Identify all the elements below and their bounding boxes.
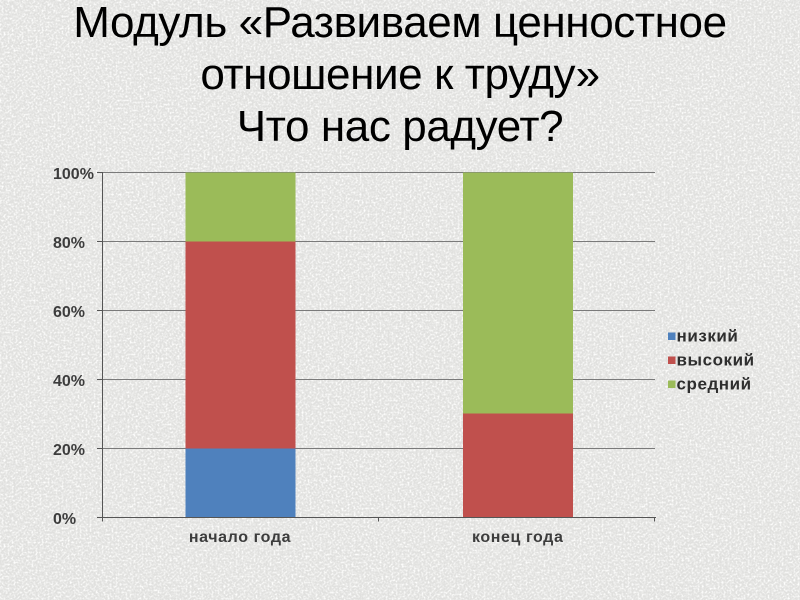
svg-text:100%: 100%	[53, 166, 94, 183]
svg-text:40%: 40%	[53, 373, 85, 390]
svg-text:0%: 0%	[53, 511, 76, 528]
svg-text:начало года: начало года	[189, 529, 291, 546]
svg-text:высокий: высокий	[677, 351, 755, 370]
svg-text:конец года: конец года	[472, 529, 563, 546]
svg-text:низкий: низкий	[677, 327, 739, 346]
svg-text:60%: 60%	[53, 304, 85, 321]
svg-text:80%: 80%	[53, 235, 85, 252]
svg-text:20%: 20%	[53, 442, 85, 459]
svg-text:средний: средний	[677, 375, 752, 394]
